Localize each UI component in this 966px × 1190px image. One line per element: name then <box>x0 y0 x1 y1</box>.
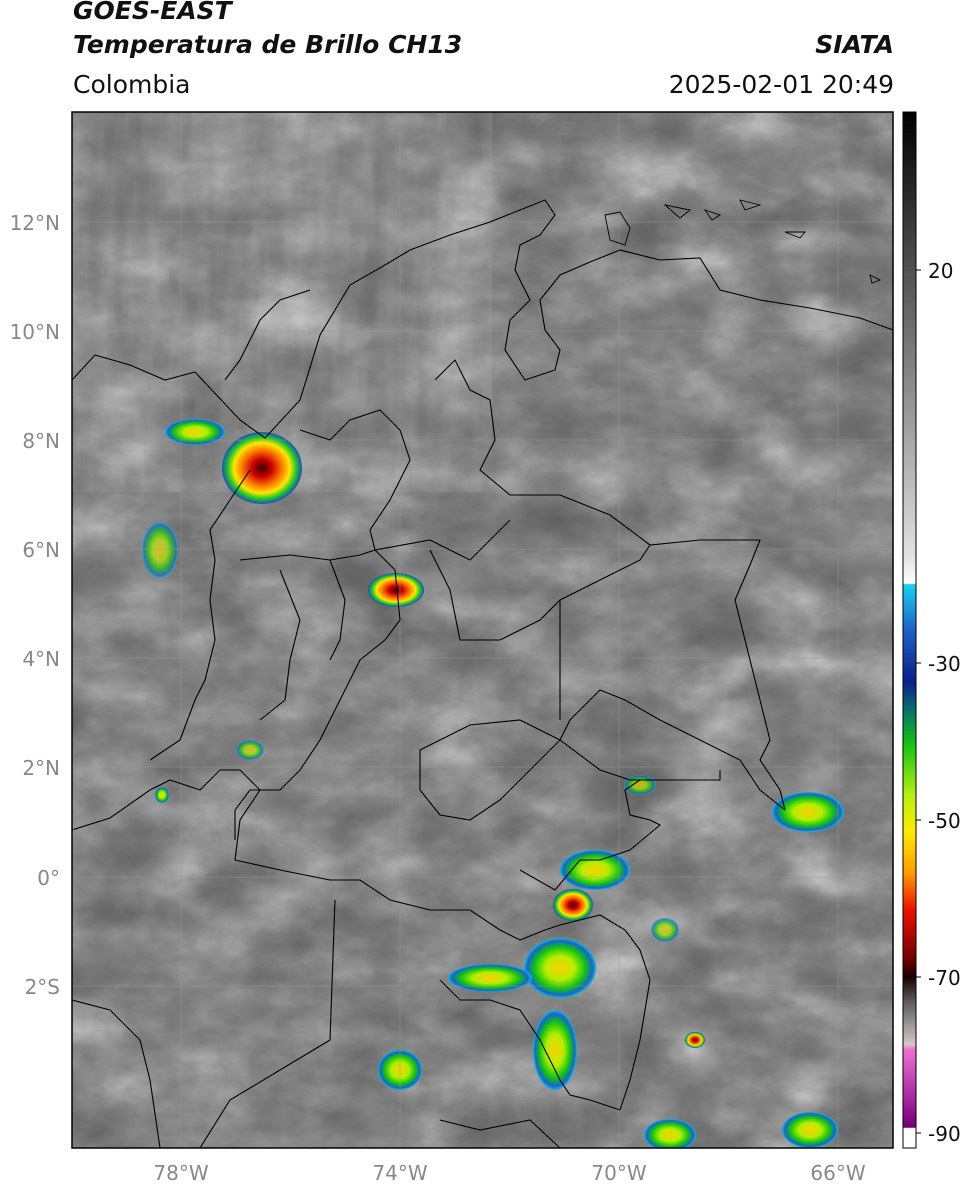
lat-tick: 8°N <box>22 429 60 453</box>
lat-tick: 10°N <box>10 320 60 344</box>
colorbar-tick-label: -70 <box>928 966 961 990</box>
temperature-colorbar: 20 -30 -50 -70 -90 <box>902 111 961 1149</box>
colorbar-tick-label: -30 <box>928 652 961 676</box>
brand-label: SIATA <box>815 30 894 59</box>
convective-cells <box>142 419 844 1148</box>
colorbar-tick-label: 20 <box>928 259 953 283</box>
product-title: Temperatura de Brillo CH13 <box>73 30 463 59</box>
longitude-axis: 78°W 74°W 70°W 66°W <box>153 1161 865 1185</box>
lat-tick: 6°N <box>22 538 60 562</box>
latitude-axis: 12°N 10°N 8°N 6°N 4°N 2°N 0° 2°S <box>10 211 60 999</box>
lat-tick: 2°S <box>25 975 60 999</box>
colorbar-tick-label: -50 <box>928 809 961 833</box>
lat-tick: 2°N <box>22 756 60 780</box>
cloud-imagery <box>72 112 893 1148</box>
lon-tick: 74°W <box>372 1161 427 1185</box>
satellite-title: GOES-EAST <box>73 0 232 25</box>
lon-tick: 78°W <box>153 1161 208 1185</box>
lon-tick: 70°W <box>591 1161 646 1185</box>
lat-tick: 4°N <box>22 647 60 671</box>
lat-tick: 0° <box>37 866 60 890</box>
islands <box>604 199 882 284</box>
timestamp-label: 2025-02-01 20:49 <box>668 70 894 99</box>
region-label: Colombia <box>73 70 191 99</box>
country-borders <box>72 199 893 1148</box>
graticule <box>72 112 893 1148</box>
lat-tick: 12°N <box>10 211 60 235</box>
colorbar-tick-label: -90 <box>928 1122 961 1146</box>
map-frame <box>71 111 894 1149</box>
lon-tick: 66°W <box>810 1161 865 1185</box>
